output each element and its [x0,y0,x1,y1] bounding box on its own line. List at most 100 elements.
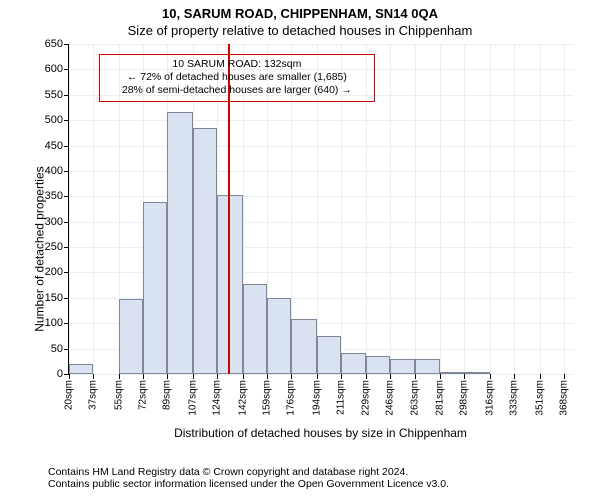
gridline-vertical [464,44,465,374]
xtick-label: 55sqm [113,380,124,410]
plot-area: 0501001502002503003504004505005506006502… [68,44,574,375]
xtick-mark [243,374,244,379]
xtick-mark [440,374,441,379]
xtick-mark [217,374,218,379]
ytick-label: 500 [45,114,69,126]
ytick-label: 350 [45,190,69,202]
y-axis-label: Number of detached properties [33,166,47,331]
xtick-mark [167,374,168,379]
ytick-label: 150 [45,292,69,304]
xtick-label: 281sqm [435,380,446,416]
histogram-bar [341,353,367,374]
gridline-vertical [540,44,541,374]
ytick-label: 600 [45,63,69,75]
ytick-label: 0 [57,368,69,380]
xtick-label: 351sqm [534,380,545,416]
xtick-label: 316sqm [485,380,496,416]
histogram-bar [317,336,341,374]
footer-line-2: Contains public sector information licen… [48,478,449,490]
annotation-box: 10 SARUM ROAD: 132sqm← 72% of detached h… [99,54,375,101]
xtick-mark [514,374,515,379]
xtick-label: 89sqm [162,380,173,410]
xtick-mark [193,374,194,379]
xtick-label: 159sqm [261,380,272,416]
gridline-horizontal [69,146,574,147]
xtick-label: 194sqm [311,380,322,416]
histogram-bar [143,202,167,374]
chart-container: 0 50 100 150 200 250 300 350 400 450 500 550 600 650 2… [0,38,600,438]
xtick-label: 298sqm [459,380,470,416]
histogram-bar [390,359,414,374]
xtick-mark [390,374,391,379]
xtick-mark [366,374,367,379]
xtick-label: 333sqm [509,380,520,416]
gridline-vertical [93,44,94,374]
ytick-label: 650 [45,38,69,50]
xtick-label: 368sqm [559,380,570,416]
xtick-label: 37sqm [88,380,99,410]
gridline-horizontal [69,171,574,172]
xtick-mark [490,374,491,379]
ytick-label: 200 [45,266,69,278]
xtick-mark [415,374,416,379]
footer-line-1: Contains HM Land Registry data © Crown c… [48,466,449,478]
xtick-mark [69,374,70,379]
ytick-label: 50 [51,343,69,355]
gridline-horizontal [69,120,574,121]
xtick-label: 211sqm [335,380,346,415]
annotation-line: 10 SARUM ROAD: 132sqm [106,58,368,71]
histogram-bar [243,284,267,374]
gridline-vertical [490,44,491,374]
annotation-line: ← 72% of detached houses are smaller (1,… [106,71,368,84]
xtick-label: 176sqm [285,380,296,416]
histogram-bar [193,128,217,374]
histogram-bar [119,299,143,374]
gridline-horizontal [69,196,574,197]
xtick-mark [564,374,565,379]
ytick-label: 550 [45,89,69,101]
page-subtitle: Size of property relative to detached ho… [0,21,600,38]
xtick-label: 20sqm [64,380,75,410]
xtick-mark [291,374,292,379]
xtick-mark [93,374,94,379]
gridline-vertical [415,44,416,374]
histogram-bar [415,359,441,374]
histogram-bar [291,319,317,374]
xtick-mark [341,374,342,379]
ytick-label: 250 [45,241,69,253]
xtick-label: 124sqm [211,380,222,416]
xtick-mark [317,374,318,379]
xtick-label: 263sqm [409,380,420,416]
histogram-bar [167,112,193,374]
ytick-label: 400 [45,165,69,177]
xtick-mark [540,374,541,379]
footer-attribution: Contains HM Land Registry data © Crown c… [48,466,449,490]
gridline-vertical [514,44,515,374]
ytick-label: 300 [45,216,69,228]
histogram-bar [464,372,490,374]
ytick-label: 100 [45,317,69,329]
gridline-vertical [69,44,70,374]
xtick-label: 142sqm [237,380,248,416]
gridline-horizontal [69,374,574,375]
xtick-label: 107sqm [187,380,198,416]
page-title: 10, SARUM ROAD, CHIPPENHAM, SN14 0QA [0,0,600,21]
gridline-horizontal [69,44,574,45]
gridline-vertical [440,44,441,374]
xtick-label: 229sqm [361,380,372,416]
x-axis-label: Distribution of detached houses by size … [68,426,573,440]
ytick-label: 450 [45,140,69,152]
gridline-vertical [390,44,391,374]
histogram-bar [69,364,93,374]
xtick-mark [143,374,144,379]
xtick-mark [119,374,120,379]
gridline-vertical [564,44,565,374]
histogram-bar [366,356,390,374]
xtick-mark [267,374,268,379]
histogram-bar [440,372,464,374]
annotation-line: 28% of semi-detached houses are larger (… [106,84,368,97]
xtick-mark [464,374,465,379]
histogram-bar [267,298,291,374]
xtick-label: 246sqm [385,380,396,416]
xtick-label: 72sqm [137,380,148,410]
